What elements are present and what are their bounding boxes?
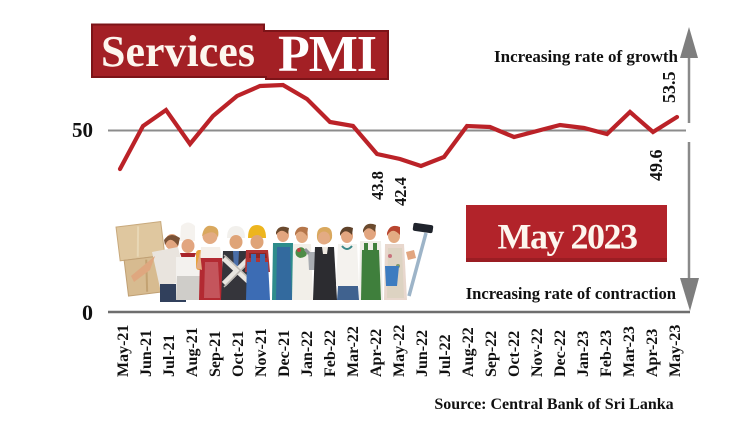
svg-text:Jul-21: Jul-21: [161, 334, 178, 377]
svg-text:Sep-22: Sep-22: [483, 331, 500, 377]
svg-text:Aug-21: Aug-21: [184, 327, 201, 377]
svg-text:Feb-22: Feb-22: [322, 330, 339, 377]
svg-text:Source: Central Bank of Sri La: Source: Central Bank of Sri Lanka: [434, 396, 673, 413]
svg-text:May-22: May-22: [391, 325, 408, 377]
svg-text:May-21: May-21: [115, 325, 132, 377]
svg-text:Mar-23: Mar-23: [621, 326, 638, 377]
svg-text:42.4: 42.4: [391, 177, 410, 206]
svg-text:Jul-22: Jul-22: [437, 334, 454, 377]
svg-text:Apr-22: Apr-22: [368, 329, 385, 377]
svg-text:Oct-22: Oct-22: [506, 331, 523, 377]
svg-text:Increasing rate of contraction: Increasing rate of contraction: [466, 284, 676, 303]
svg-text:Jan-23: Jan-23: [575, 331, 592, 377]
svg-text:Nov-22: Nov-22: [529, 328, 546, 377]
svg-text:Feb-23: Feb-23: [598, 330, 615, 377]
svg-text:Dec-22: Dec-22: [552, 330, 569, 377]
svg-text:May-23: May-23: [667, 325, 684, 377]
svg-text:53.5: 53.5: [659, 72, 679, 104]
svg-text:50: 50: [72, 118, 93, 142]
svg-text:Dec-21: Dec-21: [276, 330, 293, 377]
svg-text:Oct-21: Oct-21: [230, 331, 247, 377]
svg-text:PMI: PMI: [278, 26, 376, 83]
svg-text:Increasing rate of growth: Increasing rate of growth: [494, 47, 679, 66]
svg-text:Mar-22: Mar-22: [345, 326, 362, 377]
svg-text:49.6: 49.6: [646, 150, 666, 182]
svg-text:43.8: 43.8: [368, 171, 387, 200]
svg-text:Services: Services: [101, 27, 255, 76]
svg-text:Sep-21: Sep-21: [207, 331, 224, 377]
svg-text:Nov-21: Nov-21: [253, 328, 270, 377]
svg-text:Jun-21: Jun-21: [138, 330, 155, 377]
svg-text:Jun-22: Jun-22: [414, 330, 431, 377]
svg-text:Apr-23: Apr-23: [644, 329, 661, 377]
svg-text:Aug-22: Aug-22: [460, 327, 477, 377]
svg-text:0: 0: [82, 300, 93, 325]
svg-text:Jan-22: Jan-22: [299, 331, 316, 377]
svg-text:May 2023: May 2023: [498, 217, 637, 257]
